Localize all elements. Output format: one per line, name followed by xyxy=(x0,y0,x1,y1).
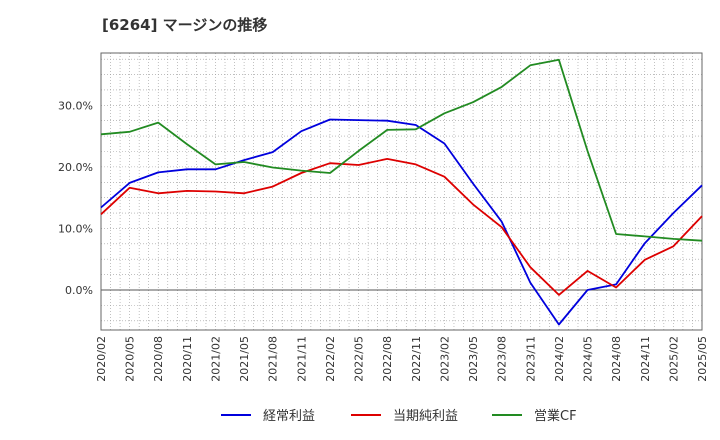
series-line xyxy=(100,58,703,242)
x-tick-label: 2022/02 xyxy=(324,336,337,382)
x-tick-label: 2020/02 xyxy=(95,336,108,382)
legend-label: 当期純利益 xyxy=(393,409,458,424)
x-tick-label: 2022/11 xyxy=(410,336,423,382)
legend: 経常利益 当期純利益 営業CF xyxy=(221,408,577,424)
plot-frame xyxy=(100,52,703,331)
series-line xyxy=(100,157,703,296)
x-tick-label: 2023/11 xyxy=(524,336,537,382)
x-tick-label: 2021/11 xyxy=(295,336,308,382)
x-tick-label: 2022/08 xyxy=(381,336,394,382)
y-tick-labels: 0.0% 10.0% 20.0% 30.0% xyxy=(58,99,93,297)
x-tick-label: 2021/08 xyxy=(267,336,280,382)
x-tick-label: 2023/05 xyxy=(467,336,480,382)
x-tick-label: 2024/05 xyxy=(582,336,595,382)
y-tick-label: 10.0% xyxy=(58,222,93,235)
x-tick-label: 2021/05 xyxy=(238,336,251,382)
x-tick-label: 2024/08 xyxy=(610,336,623,382)
series-line xyxy=(100,118,703,326)
x-tick-label: 2023/08 xyxy=(496,336,509,382)
x-tick-label: 2023/02 xyxy=(438,336,451,382)
x-tick-label: 2020/05 xyxy=(124,336,137,382)
x-tick-label: 2024/02 xyxy=(553,336,566,382)
legend-label: 経常利益 xyxy=(263,409,315,424)
y-tick-label: 0.0% xyxy=(65,284,93,297)
series-lines xyxy=(100,58,703,326)
chart-title: [6264] マージンの推移 xyxy=(102,16,268,34)
x-tick-label: 2024/11 xyxy=(639,336,652,382)
y-tick-label: 30.0% xyxy=(58,99,93,112)
x-tick-label: 2020/08 xyxy=(152,336,165,382)
x-tick-label: 2022/05 xyxy=(353,336,366,382)
y-tick-label: 20.0% xyxy=(58,161,93,174)
x-tick-label: 2021/02 xyxy=(209,336,222,382)
x-tick-label: 2025/02 xyxy=(667,336,680,382)
x-tick-label: 2025/05 xyxy=(696,336,709,382)
x-tick-labels: 2020/02 2020/05 2020/08 2020/11 2021/02 2021/… xyxy=(95,336,709,382)
legend-label: 営業CF xyxy=(534,408,577,424)
x-tick-label: 2020/11 xyxy=(181,336,194,382)
